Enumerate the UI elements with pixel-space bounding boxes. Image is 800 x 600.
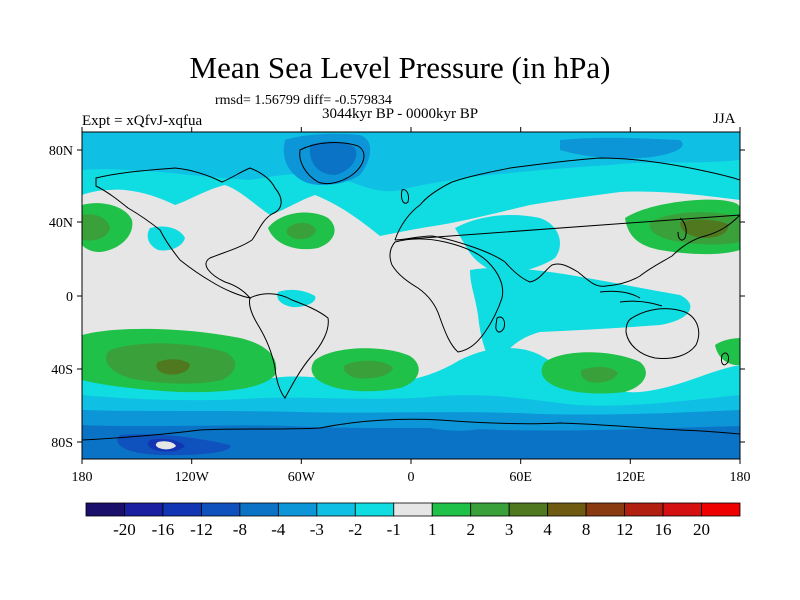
lat-tick-label: 40N	[49, 216, 73, 231]
colorbar-swatch	[393, 502, 433, 517]
north-west-pacific-high-center	[680, 219, 729, 238]
map-plot-area	[82, 132, 740, 459]
experiment-label: Expt = xQfvJ-xqfua	[82, 113, 203, 129]
siberia-low	[560, 137, 683, 159]
colorbar-swatch	[585, 502, 625, 517]
north-atlantic-high-core	[286, 222, 316, 240]
lon-tick-label: 60E	[509, 470, 532, 485]
south-atlantic-high-core	[344, 360, 393, 379]
colorbar-swatch	[470, 502, 510, 517]
lon-tick-label: 60W	[288, 470, 316, 485]
lon-tick-label: 120E	[616, 470, 646, 485]
coast-africa	[389, 238, 504, 353]
coast-indonesia	[599, 290, 663, 307]
colorbar-swatch	[239, 502, 279, 517]
coast-australia	[625, 308, 700, 359]
period-label: 3044kyr BP - 0000kyr BP	[322, 106, 479, 122]
colorbar-label: -20	[113, 520, 136, 539]
colorbar-label: 2	[466, 520, 475, 539]
coast-north-america	[95, 167, 282, 299]
coast-uk	[401, 189, 409, 204]
coast-madagascar	[495, 316, 505, 333]
longitude-axis: 180 120W 60W 0 60E 120E 180	[72, 127, 751, 485]
lat-tick-label: 0	[66, 290, 73, 305]
lon-tick-label: 180	[730, 470, 751, 485]
colorbar-label: 8	[582, 520, 591, 539]
lon-tick-label: 120W	[175, 470, 210, 485]
colorbar-swatch	[508, 502, 549, 517]
coast-japan	[677, 217, 687, 241]
coast-south-america	[249, 293, 329, 399]
indian-ocean-negative	[470, 267, 691, 370]
colorbar-label: -2	[348, 520, 362, 539]
greenland-core	[309, 141, 357, 175]
colorbar-swatch	[431, 502, 472, 517]
colorbar-swatch	[201, 502, 241, 517]
equatorial-atlantic-negative	[277, 289, 316, 308]
coastlines	[82, 142, 740, 441]
chart-title: Mean Sea Level Pressure (in hPa)	[189, 50, 611, 85]
lat-tick-label: 40S	[51, 363, 73, 378]
latitude-axis: 80N 40N 0 40S 80S	[49, 144, 745, 451]
colorbar-label: -1	[387, 520, 401, 539]
colorbar-label: -8	[233, 520, 247, 539]
colorbar-swatch	[662, 502, 702, 517]
colorbar-swatch	[277, 502, 318, 517]
colorbar-label: -4	[271, 520, 286, 539]
colorbar-swatch	[547, 502, 587, 517]
colorbar-label: 12	[616, 520, 633, 539]
colorbar-label: 4	[543, 520, 552, 539]
colorbar-label: 1	[428, 520, 437, 539]
colorbar-swatch	[354, 502, 395, 517]
colorbar-label: 20	[693, 520, 710, 539]
colorbar-label: 3	[505, 520, 514, 539]
coast-eurasia	[394, 157, 740, 287]
lon-tick-label: 0	[408, 470, 415, 485]
season-label: JJA	[713, 111, 736, 127]
colorbar-swatch	[624, 502, 664, 517]
south-pacific-high-center	[156, 359, 190, 375]
coast-new-zealand	[721, 352, 729, 366]
lat-tick-label: 80S	[51, 436, 73, 451]
colorbar-swatch	[124, 502, 164, 517]
lon-tick-label: 180	[72, 470, 93, 485]
antarctic-core	[82, 425, 740, 459]
tasman-high	[715, 338, 740, 366]
stats-line: rmsd= 1.56799 diff= -0.579834	[215, 93, 392, 108]
colorbar-label: -3	[310, 520, 324, 539]
coast-antarctica	[82, 418, 740, 441]
coast-greenland	[299, 142, 365, 185]
colorbar-swatch	[701, 502, 741, 517]
colorbar-label: -12	[190, 520, 213, 539]
lat-tick-label: 80N	[49, 144, 73, 159]
colorbar: -20 -16 -12 -8 -4 -3 -2 -1 1 2 3 4 8 12 16 20	[85, 502, 741, 539]
colorbar-swatch	[316, 502, 356, 517]
indian-ocean-high-core	[580, 366, 618, 383]
antarctic-neutral-spot	[155, 441, 176, 450]
colorbar-label: 16	[655, 520, 672, 539]
colorbar-swatch	[85, 502, 125, 517]
colorbar-swatch	[162, 502, 202, 517]
north-pacific-high-west-core	[82, 214, 110, 241]
colorbar-label: -16	[152, 520, 175, 539]
pacific-negative	[147, 226, 185, 251]
